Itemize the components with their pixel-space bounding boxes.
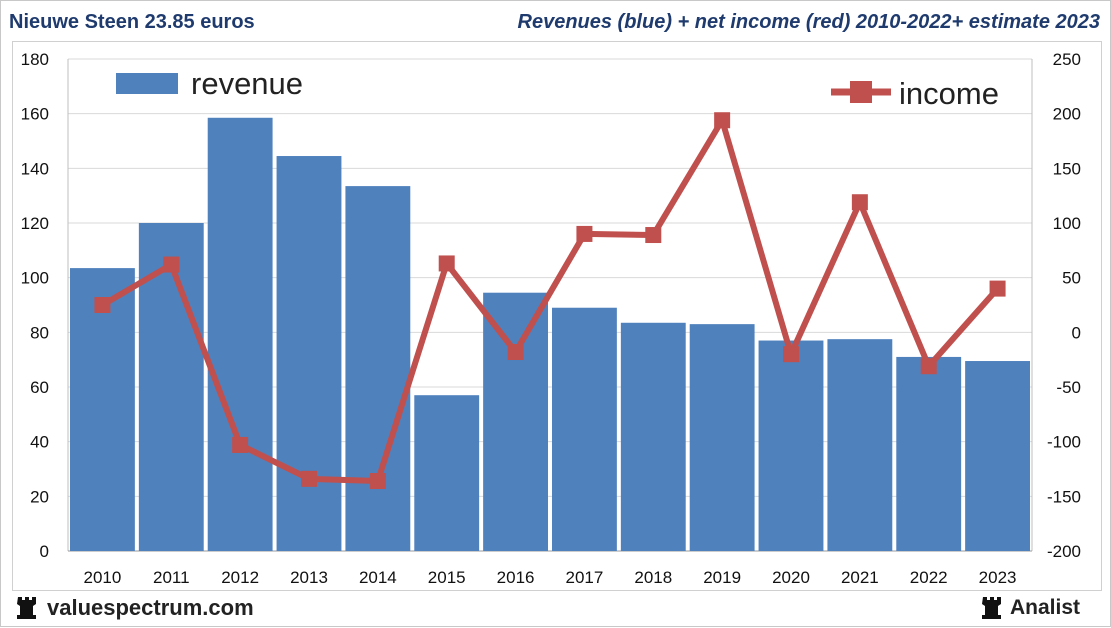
x-tick-label: 2015 <box>428 568 466 587</box>
left-tick-label: 160 <box>21 105 49 124</box>
revenue-bars <box>70 117 1030 552</box>
income-point <box>369 473 386 490</box>
right-tick-label: 100 <box>1053 214 1081 233</box>
income-point <box>438 255 455 272</box>
revenue-bar <box>70 268 135 551</box>
left-axis-ticks: 0 20 40 60 80 100 120 140 160 180 <box>21 50 49 561</box>
x-tick-label: 2010 <box>84 568 122 587</box>
revenue-bar <box>827 339 893 551</box>
x-axis-ticks: 2010 2011 2012 2013 2014 2015 2016 2017 2018 2019… <box>84 568 1017 587</box>
revenue-bar <box>620 322 686 551</box>
legend-income-label: income <box>899 76 999 111</box>
left-tick-label: 0 <box>40 542 49 561</box>
brand-name: valuespectrum.com <box>47 595 254 620</box>
brand-footer: valuespectrum.com <box>15 595 254 621</box>
right-tick-label: 250 <box>1053 50 1081 69</box>
rook-icon <box>17 597 36 619</box>
income-point <box>920 358 937 375</box>
income-point <box>94 297 111 313</box>
left-tick-label: 20 <box>30 487 49 506</box>
right-tick-label: 0 <box>1072 323 1081 342</box>
revenue-bar <box>276 156 342 552</box>
left-tick-label: 40 <box>30 433 49 452</box>
revenue-bar <box>414 395 480 551</box>
analist-label: Analist <box>1009 596 1080 619</box>
left-tick-label: 80 <box>30 323 49 342</box>
left-tick-label: 100 <box>21 269 49 288</box>
x-tick-label: 2021 <box>841 568 879 587</box>
income-point <box>989 280 1006 297</box>
right-tick-label: -50 <box>1056 378 1081 397</box>
income-line <box>94 112 1006 490</box>
right-tick-label: 200 <box>1053 105 1081 124</box>
analist-footer: Analist <box>980 595 1080 621</box>
revenue-bar <box>758 340 824 551</box>
revenue-bar <box>965 361 1030 551</box>
income-series-line <box>100 117 1000 485</box>
right-axis-ticks: -200 -150 -100 -50 0 50 100 150 200 250 <box>1047 50 1081 561</box>
income-point <box>645 227 662 244</box>
rook-icon-2 <box>981 597 1001 619</box>
income-point <box>163 256 180 273</box>
income-point <box>576 225 593 242</box>
left-tick-label: 180 <box>21 50 49 69</box>
left-tick-label: 120 <box>21 214 49 233</box>
revenue-bar <box>207 117 273 552</box>
revenue-bar <box>345 186 411 551</box>
left-tick-label: 140 <box>21 159 49 178</box>
legend-income-marker <box>850 81 872 103</box>
right-tick-label: -200 <box>1047 542 1081 561</box>
x-tick-label: 2022 <box>910 568 948 587</box>
legend-revenue-swatch <box>116 73 178 94</box>
right-tick-label: -100 <box>1047 433 1081 452</box>
income-point <box>507 344 524 361</box>
x-tick-label: 2014 <box>359 568 397 587</box>
chart-subtitle: Revenues (blue) + net income (red) 2010-… <box>517 11 1101 33</box>
x-tick-label: 2019 <box>703 568 741 587</box>
x-tick-label: 2017 <box>566 568 604 587</box>
x-tick-label: 2023 <box>979 568 1017 587</box>
income-point <box>232 436 249 453</box>
income-point <box>714 112 731 129</box>
revenue-bar <box>552 307 617 551</box>
revenue-bar <box>483 292 548 551</box>
right-tick-label: 50 <box>1062 269 1081 288</box>
x-tick-label: 2016 <box>497 568 535 587</box>
legend: revenue income <box>116 66 999 111</box>
income-point <box>851 194 868 211</box>
revenue-bar <box>689 324 755 551</box>
right-tick-label: 150 <box>1053 159 1081 178</box>
legend-revenue-label: revenue <box>191 66 303 101</box>
x-tick-label: 2013 <box>290 568 328 587</box>
x-tick-label: 2018 <box>634 568 672 587</box>
revenue-bar <box>896 356 962 551</box>
x-tick-label: 2020 <box>772 568 810 587</box>
company-price-title: Nieuwe Steen 23.85 euros <box>9 11 255 33</box>
x-tick-label: 2012 <box>221 568 259 587</box>
x-tick-label: 2011 <box>153 568 190 587</box>
income-point <box>783 346 799 363</box>
left-tick-label: 60 <box>30 378 49 397</box>
income-point <box>301 470 317 487</box>
right-tick-label: -150 <box>1047 487 1081 506</box>
